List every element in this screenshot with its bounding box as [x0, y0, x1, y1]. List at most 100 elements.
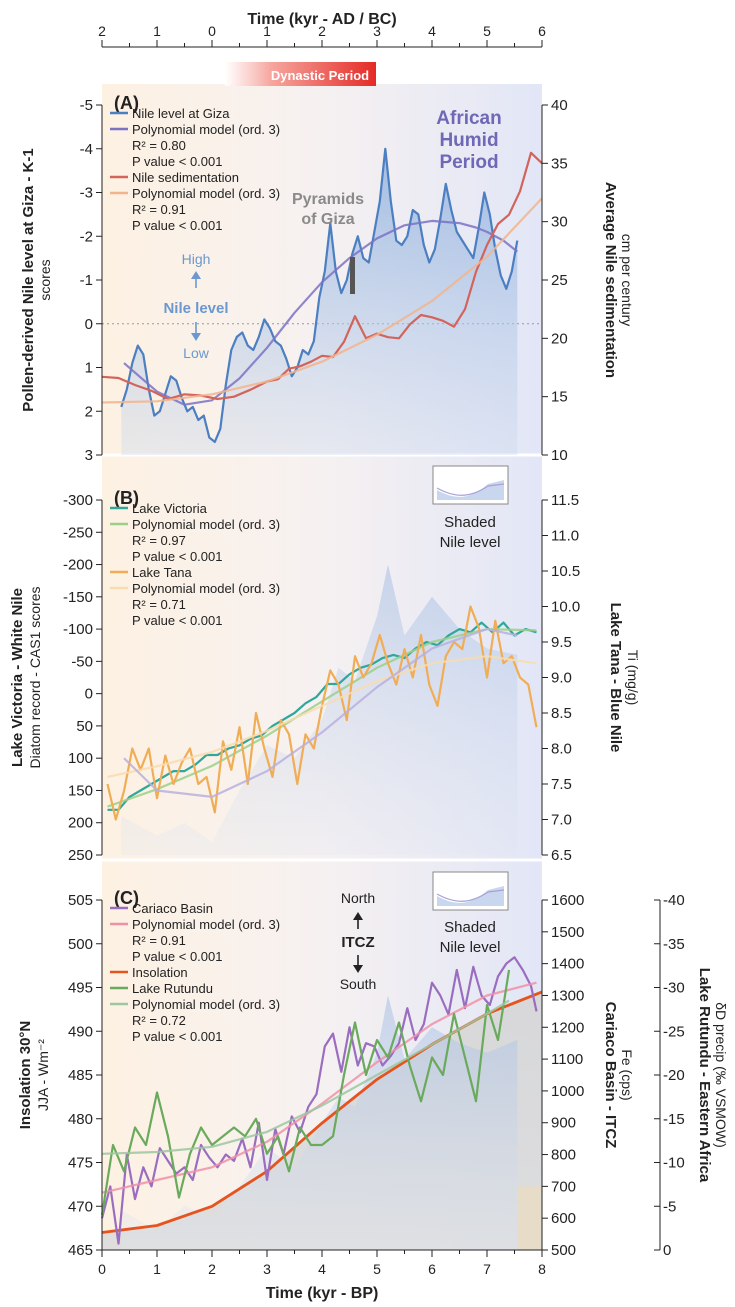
- legend-entry: Lake Tana: [132, 565, 193, 580]
- right-tick-label: 20: [551, 330, 568, 347]
- legend-entry: P value < 0.001: [132, 613, 222, 628]
- left-tick-label: -250: [63, 524, 93, 541]
- north-arrowhead-icon: [353, 912, 363, 920]
- left-tick-label: 465: [68, 1242, 93, 1259]
- pyramids-label-2: of Giza: [301, 211, 354, 228]
- right-tick-label: 35: [551, 155, 568, 172]
- legend-entry: R² = 0.91: [132, 933, 186, 948]
- left-tick-label: 480: [68, 1111, 93, 1128]
- left-tick-label: 50: [76, 718, 93, 735]
- shaded-nile-level-area: [121, 995, 518, 1250]
- legend-entry: P value < 0.001: [132, 549, 222, 564]
- right-tick-label: 6.5: [551, 847, 572, 864]
- left-tick-label: -4: [80, 141, 93, 158]
- left-tick-label: -100: [63, 621, 93, 638]
- legend-entry: R² = 0.91: [132, 202, 186, 217]
- right-tick-label: 10.0: [551, 599, 580, 616]
- top-tick-label: 2: [98, 23, 106, 39]
- inset-label-1: Shaded: [444, 514, 496, 531]
- left-tick-label: 475: [68, 1155, 93, 1172]
- left-tick-label: 0: [85, 686, 93, 703]
- nile-level-annotation: High Nile level Low: [163, 251, 228, 361]
- pyramids-marker: [350, 257, 355, 294]
- legend-entry: Insolation: [132, 965, 188, 980]
- right2-tick-label: -40: [663, 892, 685, 909]
- right2-axis-title: Lake Rutundu - Eastern Africa: [696, 968, 713, 1183]
- nile-level-label: Nile level: [163, 300, 228, 317]
- right2-tick-label: -15: [663, 1111, 685, 1128]
- left-axis-title: Insolation 30°N: [17, 1021, 34, 1130]
- left-axis-title: Pollen-derived Nile level at Giza - K-1: [20, 148, 37, 411]
- legend-entry: Polynomial model (ord. 3): [132, 997, 280, 1012]
- bottom-tick-label: 6: [428, 1261, 436, 1277]
- top-tick-label: 6: [538, 23, 546, 39]
- inset-c: Shaded Nile level: [432, 871, 509, 956]
- legend-entry: Polynomial model (ord. 3): [132, 186, 280, 201]
- right-tick-label: 1400: [551, 956, 584, 973]
- left-tick-label: 150: [68, 782, 93, 799]
- bottom-tick-label: 7: [483, 1261, 491, 1277]
- left-tick-label: -2: [80, 228, 93, 245]
- bottom-tick-label: 1: [153, 1261, 161, 1277]
- right-tick-label: 1200: [551, 1019, 584, 1036]
- right2-tick-label: -20: [663, 1067, 685, 1084]
- left-tick-label: 100: [68, 750, 93, 767]
- up-arrowhead-icon: [191, 271, 201, 279]
- left-tick-label: -300: [63, 492, 93, 509]
- right-tick-label: 800: [551, 1147, 576, 1164]
- right2-tick-label: -30: [663, 980, 685, 997]
- right-tick-label: 25: [551, 272, 568, 289]
- right2-tick-label: -25: [663, 1023, 685, 1040]
- left-tick-label: 2: [85, 403, 93, 420]
- end-shade: [517, 1186, 542, 1250]
- bottom-axis-title: Time (kyr - BP): [266, 1285, 379, 1302]
- right-axis-subtitle: Ti (mg/g): [625, 650, 641, 705]
- down-arrowhead-icon: [191, 333, 201, 341]
- right-tick-label: 900: [551, 1115, 576, 1132]
- dynastic-period-band: [225, 62, 376, 86]
- right-tick-label: 7.5: [551, 776, 572, 793]
- bottom-tick-label: 5: [373, 1261, 381, 1277]
- series-line-lake-rutundu: [100, 969, 511, 1216]
- north-label: North: [341, 890, 375, 906]
- legend-entry: P value < 0.001: [132, 949, 222, 964]
- series-line-polynomial-model-ord-3-: [101, 197, 543, 404]
- right-axis-title: Lake Tana - Blue Nile: [607, 603, 624, 753]
- series-line-polynomial-model-ord-3-: [101, 999, 510, 1155]
- top-tick-label: 4: [428, 23, 436, 39]
- itcz-annotation: North ITCZ South: [340, 890, 377, 992]
- left-tick-label: 1: [85, 360, 93, 377]
- legend-entry: Polynomial model (ord. 3): [132, 581, 280, 596]
- legend-entry: Polynomial model (ord. 3): [132, 122, 280, 137]
- left-axis-title: Lake Victoria - White Nile: [9, 588, 26, 767]
- right-tick-label: 9.0: [551, 670, 572, 687]
- legend-entry: P value < 0.001: [132, 1029, 222, 1044]
- axes: 2 1 0 1 2 3 4 5 60 1 2 3 4 5 6 7 8-5-4-3-2-1012340353025…: [9, 23, 729, 1277]
- top-tick-label: 3: [373, 23, 381, 39]
- left-tick-label: 500: [68, 936, 93, 953]
- african-humid-label-2: Humid: [439, 130, 498, 151]
- right-tick-label: 1000: [551, 1083, 584, 1100]
- legend-entry: R² = 0.72: [132, 1013, 186, 1028]
- panel-letter: (A): [114, 93, 139, 113]
- right-tick-label: 1600: [551, 892, 584, 909]
- legend-entry: Lake Victoria: [132, 501, 208, 516]
- inset-curve: [436, 483, 505, 496]
- bottom-tick-label: 2: [208, 1261, 216, 1277]
- legend-entry: Polynomial model (ord. 3): [132, 517, 280, 532]
- inset-b: Shaded Nile level: [432, 465, 509, 551]
- south-label: South: [340, 976, 377, 992]
- bottom-tick-label: 0: [98, 1261, 106, 1277]
- left-tick-label: 250: [68, 847, 93, 864]
- left-axis-subtitle: JJA - Wm⁻²: [35, 1039, 51, 1111]
- pyramids-annotation: Pyramids of Giza: [292, 191, 364, 294]
- right-axis-title: Average Nile sedimentation: [602, 182, 619, 378]
- left-axis-subtitle: Diatom record - CAS1 scores: [27, 586, 43, 768]
- left-tick-label: -1: [80, 272, 93, 289]
- right-tick-label: 10.5: [551, 563, 580, 580]
- right-axis-subtitle: cm per century: [619, 234, 635, 327]
- legend-entry: Nile level at Giza: [132, 106, 230, 121]
- right-tick-label: 40: [551, 97, 568, 114]
